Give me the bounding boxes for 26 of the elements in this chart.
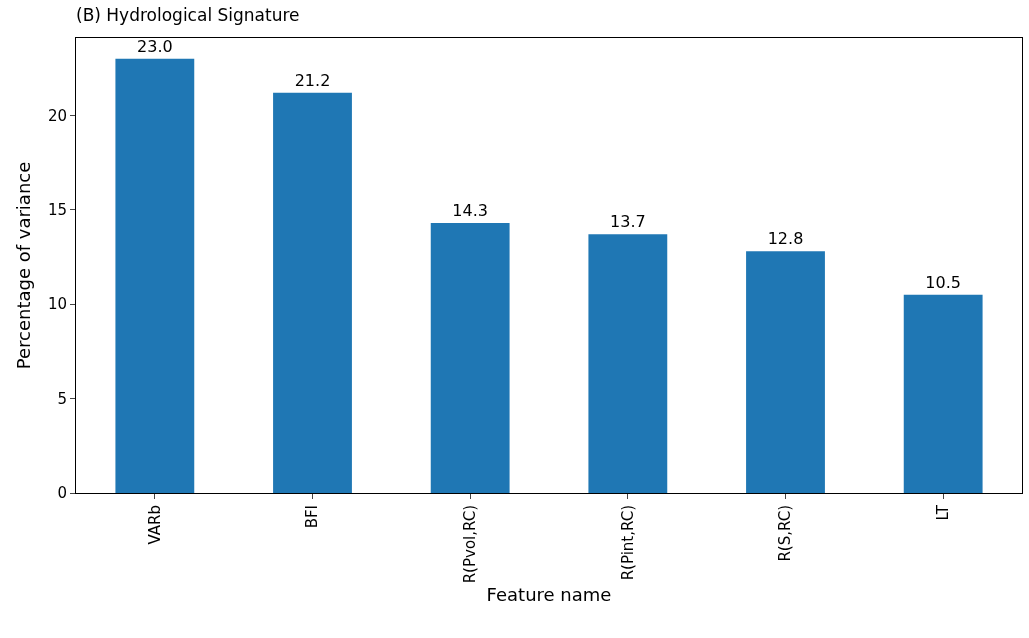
x-axis-title: Feature name — [486, 584, 612, 606]
data-label: 23.0 — [137, 36, 173, 56]
y-axis-title: Percentage of variance — [13, 161, 34, 370]
bar — [430, 223, 510, 493]
bar — [588, 234, 668, 493]
y-tick-label: 10 — [47, 295, 67, 314]
x-tick-label: BFI — [303, 505, 322, 529]
y-tick-label: 0 — [57, 484, 67, 503]
data-label: 21.2 — [294, 70, 331, 90]
x-tick-label: R(S,RC) — [776, 505, 795, 562]
data-label: 12.8 — [767, 229, 804, 249]
y-tick-label: 5 — [57, 389, 67, 408]
bar — [746, 251, 825, 493]
bar — [115, 58, 195, 493]
data-label: 14.3 — [452, 201, 488, 221]
bar — [903, 294, 983, 493]
x-tick-label: R(Pint,RC) — [618, 505, 637, 581]
x-tick-label: R(Pvol,RC) — [461, 505, 480, 584]
x-tick-label: LT — [934, 504, 953, 521]
y-tick-label: 15 — [47, 201, 67, 220]
chart-title: (B) Hydrological Signature — [76, 5, 300, 26]
data-label: 10.5 — [925, 272, 961, 292]
y-tick-label: 20 — [47, 106, 67, 125]
bar — [273, 92, 352, 493]
x-tick-label: VARb — [145, 505, 164, 545]
data-label: 13.7 — [610, 212, 646, 232]
